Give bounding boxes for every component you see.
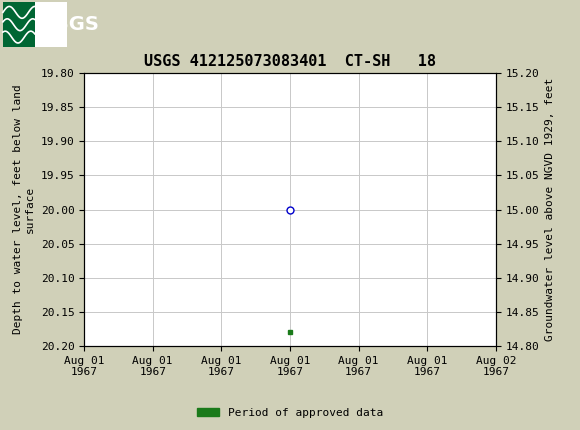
Y-axis label: Groundwater level above NGVD 1929, feet: Groundwater level above NGVD 1929, feet (545, 78, 555, 341)
Y-axis label: Depth to water level, feet below land
surface: Depth to water level, feet below land su… (13, 85, 35, 335)
Legend: Period of approved data: Period of approved data (193, 403, 387, 422)
Bar (3, 3, 35, 47)
Text: USGS: USGS (39, 15, 99, 34)
Text: USGS 412125073083401  CT-SH   18: USGS 412125073083401 CT-SH 18 (144, 54, 436, 69)
